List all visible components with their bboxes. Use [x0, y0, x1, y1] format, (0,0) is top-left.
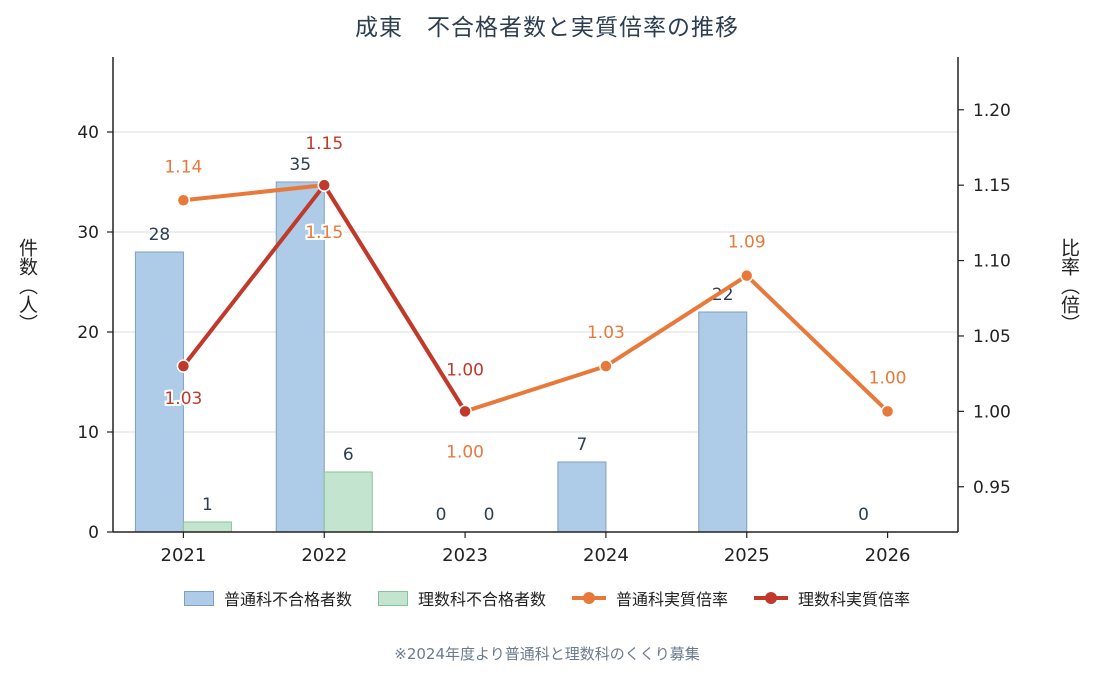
general-ratio-point — [740, 268, 754, 283]
bar-value-label: 0 — [484, 505, 495, 525]
legend-label: 普通科不合格者数 — [223, 590, 352, 609]
x-tick-label: 2024 — [583, 545, 629, 566]
bar-value-label: 7 — [577, 435, 588, 455]
general-ratio-label: 1.15 — [305, 223, 343, 243]
bar-general-fails — [275, 181, 325, 533]
bar-value-label: 0 — [436, 505, 447, 525]
x-tick-label: 2026 — [865, 545, 911, 566]
legend-item-science-ratio: 理数科実質倍率 — [754, 586, 910, 610]
science-ratio-label: 1.03 — [164, 389, 202, 409]
bar-science-fails — [182, 521, 232, 533]
y-tick-label: 10 — [77, 423, 99, 443]
legend-swatch-general-fails — [183, 590, 214, 606]
general-ratio-label: 1.00 — [869, 368, 907, 388]
legend-item-science-fails: 理数科不合格者数 — [377, 586, 546, 610]
bar-value-label: 28 — [149, 225, 171, 245]
bar-general-fails — [134, 251, 184, 533]
legend-swatch-science-fails — [377, 590, 408, 606]
legend-swatch-science-ratio — [754, 590, 789, 606]
science-ratio-label: 1.15 — [305, 134, 343, 154]
bar-value-label: 0 — [858, 505, 869, 525]
legend-label: 理数科不合格者数 — [417, 590, 546, 609]
bar-general-fails — [557, 461, 607, 533]
legend-item-general-ratio: 普通科実質倍率 — [572, 586, 728, 610]
science-ratio-point — [458, 404, 472, 419]
general-ratio-label: 1.03 — [587, 323, 625, 343]
science-ratio-label: 1.00 — [446, 360, 484, 380]
legend: 普通科不合格者数 理数科不合格者数 普通科実質倍率 理数科実質倍率 — [0, 586, 1094, 610]
bar-general-fails — [698, 311, 748, 533]
y-tick-label: 20 — [77, 323, 99, 343]
general-ratio-line — [183, 183, 889, 414]
general-ratio-label: 1.14 — [164, 157, 202, 177]
y-right-tick-label: 0.95 — [973, 478, 1011, 498]
y-tick-label: 0 — [88, 523, 99, 543]
bar-science-fails — [323, 471, 373, 533]
y-right-tick-label: 1.15 — [973, 176, 1011, 196]
bar-value-label: 22 — [712, 285, 734, 305]
y-right-tick-label: 1.05 — [973, 327, 1011, 347]
legend-item-general-fails: 普通科不合格者数 — [183, 586, 352, 610]
x-tick-label: 2022 — [301, 545, 347, 566]
y-axis-label-right: 比率（倍） — [1058, 238, 1080, 333]
x-tick-label: 2021 — [161, 545, 207, 566]
bar-value-label: 6 — [343, 445, 354, 465]
y-tick-label: 40 — [77, 123, 99, 143]
science-ratio-point — [317, 178, 331, 192]
chart-title: 成東 不合格者数と実質倍率の推移 — [355, 15, 739, 41]
legend-label: 普通科実質倍率 — [616, 590, 729, 609]
general-ratio-point — [880, 404, 895, 419]
general-ratio-point — [176, 193, 191, 208]
bar-value-label: 35 — [289, 155, 311, 175]
general-ratio-label: 1.00 — [446, 442, 484, 462]
legend-label: 理数科実質倍率 — [798, 590, 911, 609]
y-axis-label-left: 件数（人） — [16, 238, 38, 333]
science-ratio-point — [176, 359, 191, 373]
general-ratio-label: 1.09 — [728, 233, 766, 253]
general-ratio-point — [599, 359, 613, 373]
x-tick-label: 2025 — [724, 545, 770, 566]
y-tick-label: 30 — [77, 223, 99, 243]
x-tick-label: 2023 — [442, 545, 488, 566]
y-right-tick-label: 1.20 — [973, 101, 1011, 121]
y-right-tick-label: 1.00 — [973, 402, 1011, 422]
y-right-tick-label: 1.10 — [973, 252, 1011, 272]
legend-swatch-general-ratio — [572, 590, 606, 606]
footnote: ※2024年度より普通科と理数科のくくり募集 — [394, 645, 700, 663]
bar-value-label: 1 — [202, 495, 213, 515]
